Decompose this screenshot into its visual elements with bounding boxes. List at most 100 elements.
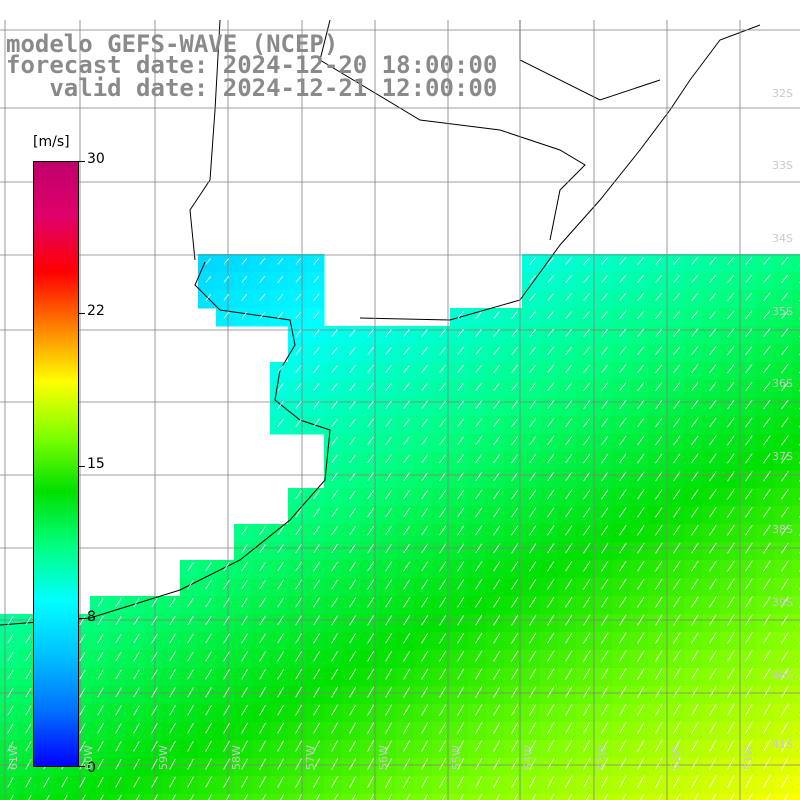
wind-arrow [781,453,789,464]
wind-arrow [529,436,537,446]
wind-arrow [295,669,302,680]
wind-arrow [583,400,591,410]
wind-arrow [511,632,519,644]
wind-arrow [547,293,554,301]
wind-arrow [529,739,537,752]
wind-arrow [331,776,339,788]
wind-arrow [457,686,465,698]
wind-arrow [727,542,735,554]
wind-cell [36,794,55,800]
latitude-label: 41S [772,738,793,751]
wind-arrow [277,365,284,373]
wind-cell [360,794,379,800]
wind-arrow [727,596,735,608]
wind-arrow [25,723,32,734]
wind-arrow [403,668,411,680]
wind-arrow [601,668,609,680]
wind-arrow [673,632,681,644]
wind-arrow [673,274,681,284]
wind-arrow [709,274,717,284]
wind-arrow [97,687,104,698]
wind-arrow [547,650,555,662]
wind-arrow [169,633,176,644]
wind-arrow [367,543,374,554]
wind-arrow [457,632,465,644]
wind-arrow [259,669,266,680]
wind-arrow [619,596,627,608]
wind-arrow [259,597,266,608]
wind-arrow [565,686,573,698]
wind-cell [792,704,800,723]
wind-arrow [673,489,681,500]
wind-arrow [781,292,789,302]
wind-arrow [277,615,284,626]
wind-arrow [565,543,573,554]
wind-arrow [277,383,284,391]
wind-cell [792,668,800,687]
wind-arrow [763,578,771,590]
wind-arrow [223,687,230,698]
wind-arrow [763,417,771,428]
wind-arrow [727,364,735,374]
wind-arrow [547,418,555,428]
wind-arrow [205,276,212,283]
wind-arrow [313,257,320,265]
wind-cell [144,794,163,800]
wind-arrow [349,740,357,752]
wind-arrow [547,346,555,356]
wind-arrow [259,758,266,770]
wind-arrow [637,471,645,482]
wind-arrow [673,596,681,608]
wind-arrow [475,775,483,788]
wind-arrow [619,560,627,572]
wind-arrow [493,543,501,554]
wind-cell [792,650,800,669]
wind-arrow [277,561,284,572]
wind-arrow [601,632,609,644]
wind-arrow [223,293,230,301]
wind-cell [468,794,487,800]
wind-cell [792,380,800,399]
wind-arrow [583,489,591,500]
wind-arrow [547,525,555,536]
colorbar-tick-30: 30 [87,151,105,167]
wind-arrow [565,561,573,572]
wind-arrow [583,453,591,464]
wind-arrow [277,293,284,301]
wind-arrow [475,471,483,482]
wind-arrow [349,472,356,482]
wind-arrow [241,615,248,626]
colorbar-tick-0: 0 [87,760,96,776]
wind-cell [630,794,649,800]
wind-arrow [763,774,771,789]
wind-arrow [313,686,320,698]
wind-arrow [511,525,519,536]
wind-arrow [673,578,681,590]
wind-arrow [259,579,266,590]
wind-arrow [7,652,14,662]
wind-arrow [709,435,717,446]
wind-arrow [565,382,573,392]
wind-arrow [331,651,338,662]
wind-arrow [763,346,771,356]
wind-arrow [763,363,771,374]
wind-arrow [457,364,464,374]
wind-arrow [421,400,428,410]
wind-arrow [745,310,753,320]
longitude-label: 58W [230,745,243,770]
wind-arrow [619,525,627,536]
wind-arrow [745,596,753,608]
wind-arrow [691,632,699,644]
wind-arrow [223,651,230,662]
wind-arrow [439,525,447,536]
wind-arrow [367,454,374,464]
wind-arrow [619,400,627,410]
wind-arrow [331,382,338,391]
wind-arrow [421,775,429,788]
wind-cell [126,794,145,800]
wind-arrow [727,489,735,500]
wind-arrow [691,596,699,608]
wind-arrow [673,310,681,320]
wind-arrow [97,615,104,626]
wind-arrow [79,651,86,662]
